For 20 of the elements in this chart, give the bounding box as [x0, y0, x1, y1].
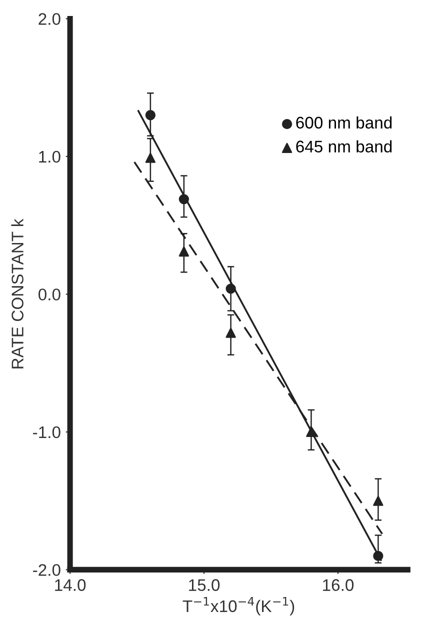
point: [373, 496, 384, 506]
y-tick-label: 1.0: [39, 150, 60, 163]
y-tick-label: 2.0: [38, 13, 60, 25]
y-tick-label: -2.0: [33, 564, 60, 576]
point: [178, 194, 190, 204]
y-axis-title: RATE CONSTANT k: [11, 218, 24, 368]
x-axis-title: T$^{−1}$x10$^{−4}$(K$^{−1}$): [182, 597, 294, 616]
x-tick-label: 15.0: [189, 579, 220, 591]
point: [306, 426, 316, 438]
x-tick-label: 14.0: [55, 579, 86, 591]
y-tick-label: -1.0: [33, 426, 60, 438]
point: [226, 328, 236, 338]
point: [226, 284, 236, 294]
legend-label: 600 nm band: [296, 116, 392, 129]
point: [145, 110, 156, 120]
legend-label: 645 nm band: [296, 140, 392, 152]
point: [178, 246, 190, 257]
x-tick-label: 16.0: [323, 579, 354, 591]
y-tick-label: 0.0: [38, 288, 60, 300]
point: [145, 152, 156, 163]
